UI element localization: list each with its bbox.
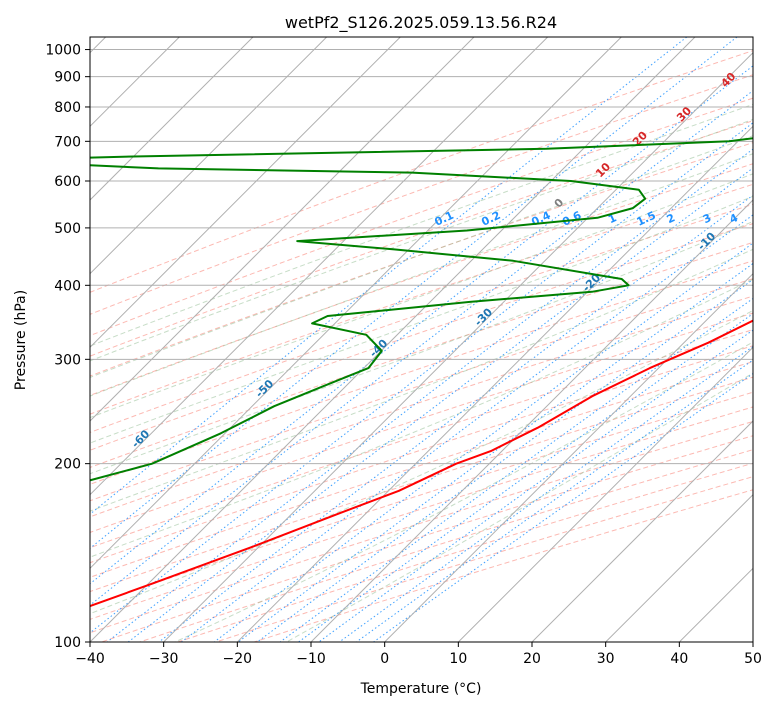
plot-area: 0.10.20.40.611.52346810131620253036-100-…	[90, 37, 753, 642]
dry-adiabat-line	[90, 142, 753, 377]
x-axis: −40 −30 −20 −10 0 10 20 30 40 50	[75, 642, 762, 667]
y-tick-label: 600	[54, 174, 81, 190]
mixing-ratio-line	[318, 329, 753, 642]
x-tick-label: 30	[597, 651, 615, 667]
y-tick-label: 300	[54, 352, 81, 368]
isotherm-line	[90, 37, 475, 422]
isotherm-line	[90, 37, 401, 349]
x-tick-label: −20	[223, 651, 253, 667]
dry-adiabat-line	[90, 183, 753, 415]
dry-adiabat-line	[139, 449, 753, 642]
x-tick-label: 20	[523, 651, 541, 667]
mixing-ratio-line	[90, 90, 753, 606]
isotherm-line	[605, 493, 753, 642]
moist-adiabat-line	[90, 278, 753, 558]
x-tick-label: 40	[670, 651, 688, 667]
isotherms	[90, 37, 753, 642]
isotherm-line	[457, 346, 753, 642]
mixing-ratio-line	[106, 148, 753, 642]
moist-adiabat-line	[90, 173, 753, 419]
dry-adiabat-line	[90, 223, 753, 451]
isotherm-line	[90, 37, 549, 496]
dry-adiabat-line	[101, 435, 753, 642]
y-tick-label: 900	[54, 70, 81, 86]
dry-adiabat-line	[90, 312, 753, 533]
dry-adiabat-line	[90, 329, 753, 549]
mixing-ratio-line	[90, 37, 738, 549]
dewpoint-profile	[90, 137, 753, 482]
dry-adiabat-line	[90, 203, 753, 433]
x-tick-label: 50	[744, 651, 762, 667]
isotherm-line	[531, 420, 753, 642]
mixing-ratio-line	[213, 242, 753, 642]
temperature-profile	[90, 319, 753, 608]
x-tick-label: −10	[296, 651, 326, 667]
mixing-ratio-line	[90, 122, 753, 634]
moist-adiabat-line	[90, 195, 753, 444]
dry-adiabat-line	[177, 462, 753, 642]
y-axis: 100 200 300 400 500 600 700 800 900 1000	[45, 43, 90, 651]
y-tick-label: 700	[54, 134, 81, 150]
pressure-gridlines	[90, 49, 753, 642]
y-tick-label: 400	[54, 278, 81, 294]
isotherm-line	[90, 37, 622, 570]
dry-adiabat-line	[90, 241, 753, 468]
moist-adiabat-line	[90, 103, 753, 347]
y-tick-label: 1000	[45, 43, 81, 59]
dry-adiabat-line	[90, 278, 753, 502]
moist-adiabat-line	[174, 341, 753, 642]
isotherm-line	[384, 272, 753, 642]
mixing-ratio-line	[237, 262, 753, 642]
isotherm-line	[90, 37, 254, 201]
isotherm-line	[236, 125, 753, 642]
y-tick-label: 100	[54, 635, 81, 651]
moist-adiabat-line	[90, 118, 753, 362]
x-axis-title: Temperature (°C)	[360, 681, 482, 697]
mixing-ratio-line	[339, 345, 753, 642]
isotherm-line	[90, 37, 696, 642]
x-tick-label: −30	[149, 651, 179, 667]
mixing-ratio-line	[127, 167, 753, 642]
x-tick-label: 0	[380, 651, 389, 667]
sounding-profiles	[90, 137, 753, 608]
isotherm-line	[90, 37, 328, 275]
plot-frame	[89, 36, 754, 643]
chart-title: wetPf2_S126.2025.059.13.56.R24	[285, 13, 557, 33]
mixing-ratio-line	[90, 65, 753, 585]
moist-adiabats	[90, 103, 753, 642]
y-tick-label: 800	[54, 100, 81, 116]
dry-adiabat-line	[90, 345, 753, 564]
y-tick-label: 500	[54, 221, 81, 237]
mixing-ratio-lines	[90, 37, 753, 642]
dry-adiabat-line	[215, 476, 753, 642]
x-tick-label: 10	[449, 651, 467, 667]
x-tick-label: −40	[75, 651, 105, 667]
y-tick-label: 200	[54, 457, 81, 473]
isotherm-line	[310, 199, 753, 642]
dry-adiabat-line	[254, 489, 753, 642]
y-axis-title: Pressure (hPa)	[13, 290, 29, 390]
dry-adiabat-line	[90, 361, 753, 578]
